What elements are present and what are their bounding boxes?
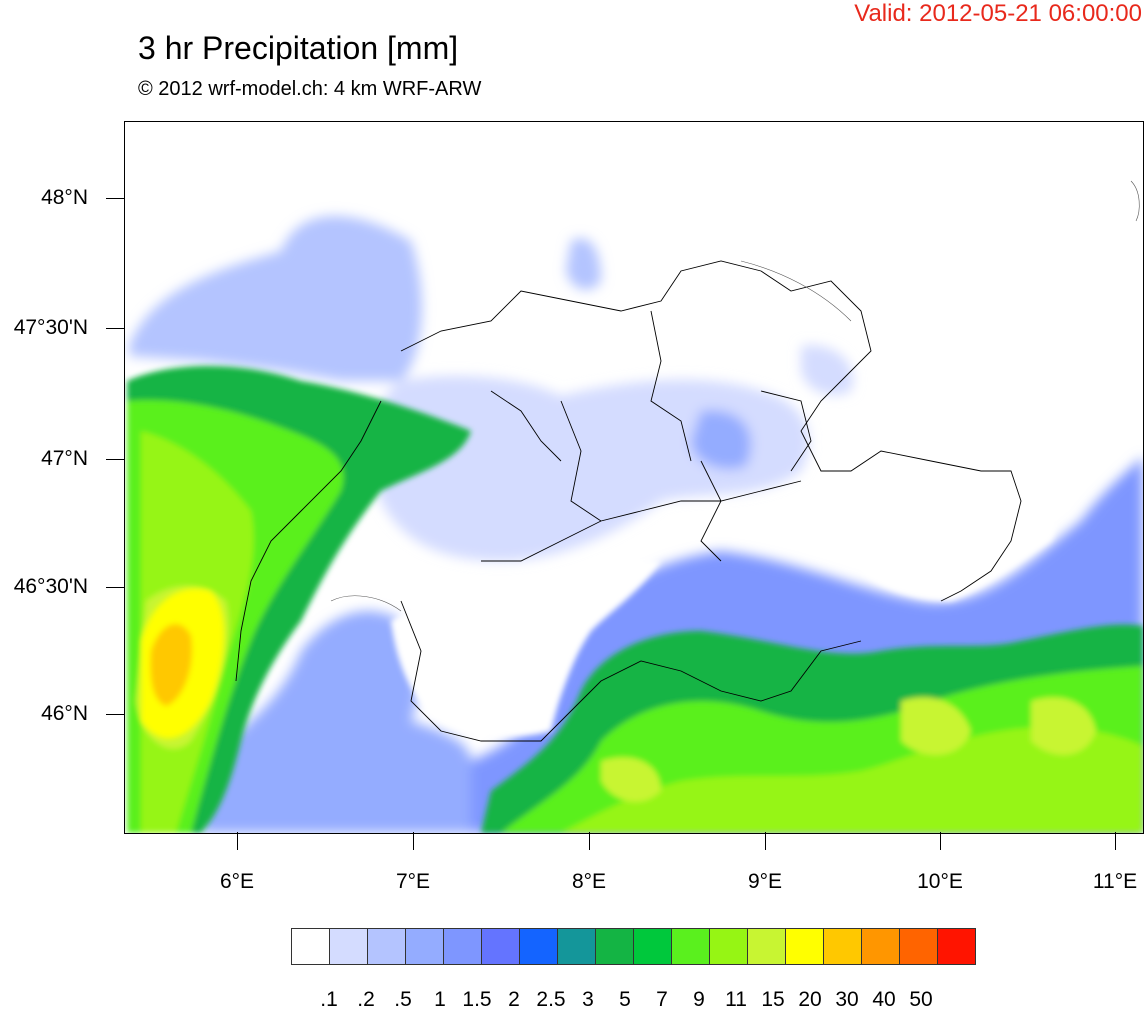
color-bar-swatch <box>405 928 444 965</box>
y-label-47n: 47°N <box>41 447 88 470</box>
x-label-9e: 9°E <box>747 870 783 893</box>
color-bar-swatch <box>823 928 862 965</box>
color-bar-label: 40 <box>872 988 896 1011</box>
y-tick-47-30n <box>106 328 124 329</box>
x-tick-7e <box>413 832 414 850</box>
color-bar-swatch <box>937 928 976 965</box>
precip-core <box>141 588 225 739</box>
y-tick-47n <box>106 459 124 460</box>
color-bar-label: 1.5 <box>462 988 492 1011</box>
color-bar-swatch <box>671 928 710 965</box>
color-bar-label: 11 <box>725 988 747 1011</box>
color-bar-swatch <box>747 928 786 965</box>
color-bar-label: 5 <box>619 988 631 1011</box>
precip-light-area <box>129 216 853 561</box>
color-bar <box>291 928 976 965</box>
map-subtitle: © 2012 wrf-model.ch: 4 km WRF-ARW <box>138 78 482 100</box>
color-bar-swatch <box>557 928 596 965</box>
color-bar-label: 2 <box>508 988 520 1011</box>
color-bar-label: 1 <box>434 988 446 1011</box>
y-tick-46n <box>106 714 124 715</box>
color-bar-swatch <box>329 928 368 965</box>
x-label-11e: 11°E <box>1092 870 1138 893</box>
x-label-7e: 7°E <box>395 870 431 893</box>
color-bar-swatch <box>861 928 900 965</box>
precipitation-map <box>124 121 1144 834</box>
x-label-6e: 6°E <box>219 870 255 893</box>
color-bar-labels: .1 .2 .5 1 1.5 2 2.5 3 5 7 9 11 15 20 30 40 50 <box>0 988 1144 1012</box>
color-bar-label: .5 <box>394 988 412 1011</box>
map-title: 3 hr Precipitation [mm] <box>138 30 459 66</box>
color-bar-label: 15 <box>761 988 785 1011</box>
x-label-10e: 10°E <box>917 870 963 893</box>
color-bar-swatch <box>899 928 938 965</box>
color-bar-label: 3 <box>582 988 594 1011</box>
color-bar-label: 7 <box>656 988 668 1011</box>
x-tick-10e <box>940 832 941 850</box>
color-bar-swatch <box>785 928 824 965</box>
precip-south-green <box>481 624 1143 833</box>
y-label-46-30n: 46°30'N <box>13 575 88 598</box>
color-bar-swatch <box>633 928 672 965</box>
color-bar-label: .2 <box>357 988 375 1011</box>
color-bar-label: 30 <box>835 988 859 1011</box>
lakes <box>330 180 1140 612</box>
x-tick-11e <box>1115 832 1116 850</box>
x-tick-8e <box>589 832 590 850</box>
country-borders <box>235 260 1022 742</box>
y-tick-46-30n <box>106 587 124 588</box>
color-bar-swatch <box>709 928 748 965</box>
color-bar-swatch <box>595 928 634 965</box>
y-label-47-30n: 47°30'N <box>13 316 88 339</box>
color-bar-label: 2.5 <box>536 988 566 1011</box>
y-tick-48n <box>106 198 124 199</box>
color-bar-swatch <box>291 928 330 965</box>
x-tick-6e <box>237 832 238 850</box>
color-bar-label: 9 <box>693 988 705 1011</box>
color-bar-label: .1 <box>320 988 338 1011</box>
color-bar-swatch <box>367 928 406 965</box>
precip-dry-area <box>391 452 1055 737</box>
color-bar-label: 50 <box>909 988 933 1011</box>
y-label-48n: 48°N <box>41 186 88 209</box>
color-bar-label: 20 <box>798 988 822 1011</box>
color-bar-swatch <box>443 928 482 965</box>
x-label-8e: 8°E <box>571 870 607 893</box>
valid-time: Valid: 2012-05-21 06:00:00 <box>854 0 1142 27</box>
y-label-46n: 46°N <box>41 702 88 725</box>
precipitation-field <box>127 180 1143 833</box>
color-bar-swatch <box>481 928 520 965</box>
color-bar-swatch <box>519 928 558 965</box>
x-tick-9e <box>765 832 766 850</box>
